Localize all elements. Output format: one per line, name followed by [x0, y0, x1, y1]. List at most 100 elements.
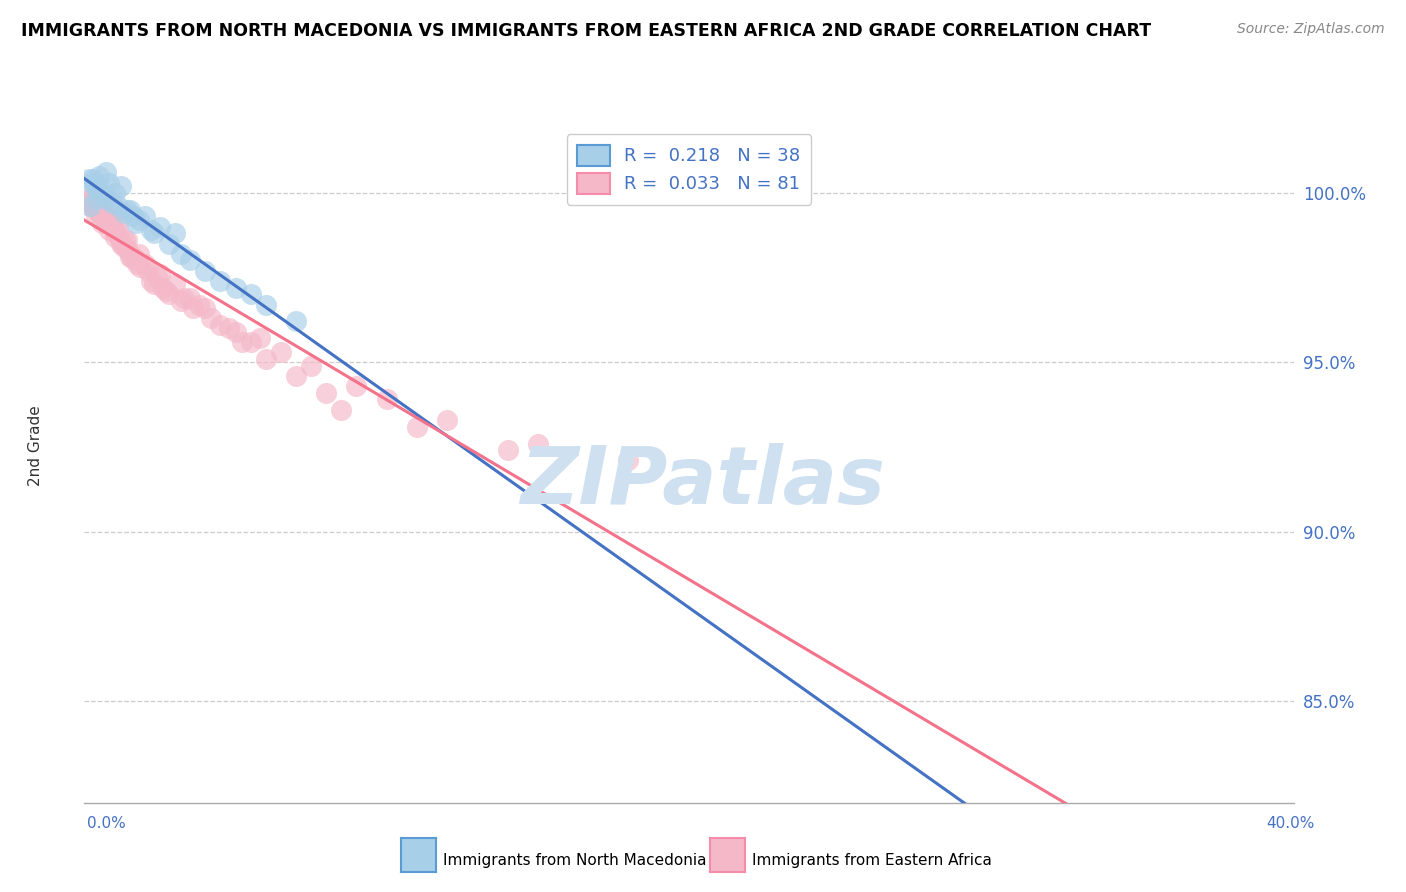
- Point: [77, 193, 100, 207]
- Point: [134, 210, 156, 224]
- Point: [96, 193, 118, 207]
- Point: [96, 216, 118, 230]
- Point: [110, 178, 132, 193]
- Text: Source: ZipAtlas.com: Source: ZipAtlas.com: [1237, 22, 1385, 37]
- Point: [86, 210, 108, 224]
- Point: [97, 212, 120, 227]
- Point: [194, 301, 217, 315]
- Point: [194, 263, 217, 277]
- Point: [91, 210, 114, 224]
- Point: [114, 233, 136, 247]
- Point: [406, 419, 429, 434]
- Point: [90, 206, 112, 220]
- Point: [330, 402, 353, 417]
- Point: [77, 172, 100, 186]
- Text: 0.0%: 0.0%: [87, 816, 127, 831]
- Point: [112, 206, 135, 220]
- Point: [89, 169, 111, 183]
- Point: [239, 334, 262, 349]
- Point: [375, 392, 398, 407]
- Point: [110, 236, 132, 251]
- Point: [79, 199, 101, 213]
- Point: [86, 202, 108, 217]
- Point: [209, 318, 232, 332]
- Point: [157, 287, 180, 301]
- Point: [93, 189, 115, 203]
- Point: [104, 229, 127, 244]
- Point: [84, 199, 107, 213]
- Point: [139, 223, 162, 237]
- Point: [225, 280, 247, 294]
- Point: [79, 193, 101, 207]
- Point: [90, 206, 112, 220]
- Point: [496, 443, 519, 458]
- Point: [104, 186, 127, 200]
- Point: [188, 297, 211, 311]
- Point: [284, 314, 308, 328]
- Point: [270, 345, 292, 359]
- Point: [100, 212, 122, 227]
- Text: IMMIGRANTS FROM NORTH MACEDONIA VS IMMIGRANTS FROM EASTERN AFRICA 2ND GRADE CORR: IMMIGRANTS FROM NORTH MACEDONIA VS IMMIG…: [21, 22, 1152, 40]
- Point: [146, 270, 169, 285]
- Point: [94, 202, 117, 217]
- Point: [97, 176, 120, 190]
- Point: [249, 331, 271, 345]
- Point: [80, 176, 103, 190]
- Point: [101, 219, 124, 234]
- Point: [86, 193, 108, 207]
- Point: [97, 223, 120, 237]
- Point: [87, 182, 110, 196]
- Text: 2nd Grade: 2nd Grade: [28, 406, 42, 486]
- Point: [111, 236, 134, 251]
- Point: [125, 253, 148, 268]
- Point: [84, 199, 107, 213]
- Point: [231, 334, 253, 349]
- Point: [152, 280, 174, 294]
- Point: [87, 202, 110, 217]
- Point: [218, 321, 240, 335]
- Point: [82, 199, 104, 213]
- Point: [105, 223, 128, 237]
- Point: [149, 267, 172, 281]
- Text: Immigrants from Eastern Africa: Immigrants from Eastern Africa: [752, 854, 993, 868]
- Point: [346, 379, 368, 393]
- Point: [82, 172, 104, 186]
- Text: ZIPatlas: ZIPatlas: [520, 442, 886, 521]
- Point: [149, 219, 172, 234]
- Point: [89, 195, 111, 210]
- Legend: R =  0.218   N = 38, R =  0.033   N = 81: R = 0.218 N = 38, R = 0.033 N = 81: [567, 134, 811, 204]
- Point: [436, 413, 458, 427]
- Point: [82, 189, 104, 203]
- Point: [127, 257, 149, 271]
- Point: [173, 291, 195, 305]
- Point: [98, 216, 121, 230]
- Point: [115, 233, 138, 247]
- Point: [112, 240, 135, 254]
- Point: [128, 246, 150, 260]
- Point: [125, 216, 148, 230]
- Point: [129, 260, 152, 275]
- Point: [80, 195, 103, 210]
- Point: [118, 250, 141, 264]
- Point: [157, 236, 180, 251]
- Point: [121, 250, 143, 264]
- Point: [91, 182, 114, 196]
- Point: [90, 186, 112, 200]
- Point: [107, 219, 129, 234]
- Point: [91, 216, 114, 230]
- Point: [527, 436, 550, 450]
- Point: [134, 257, 156, 271]
- Point: [100, 195, 122, 210]
- Point: [94, 212, 117, 227]
- Point: [115, 202, 138, 217]
- Point: [104, 227, 127, 241]
- Point: [617, 453, 640, 467]
- Point: [93, 210, 115, 224]
- Text: 40.0%: 40.0%: [1267, 816, 1315, 831]
- Point: [121, 210, 143, 224]
- Point: [139, 274, 162, 288]
- Point: [142, 277, 165, 292]
- Point: [170, 246, 193, 260]
- Point: [170, 294, 193, 309]
- Point: [142, 227, 165, 241]
